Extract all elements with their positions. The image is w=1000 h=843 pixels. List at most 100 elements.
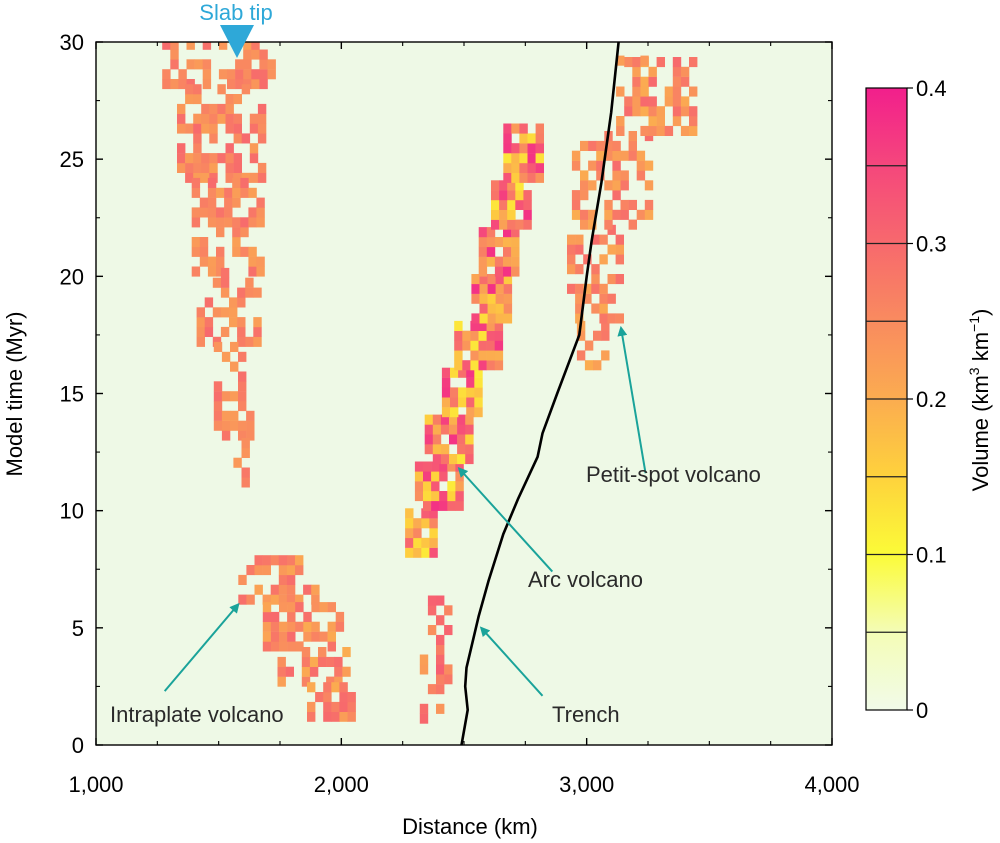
heatmap-cell <box>331 682 340 693</box>
heatmap-cell <box>323 682 332 693</box>
heatmap-cell <box>474 407 483 418</box>
heatmap-cell <box>295 641 304 652</box>
heatmap-cell <box>259 79 268 90</box>
heatmap-cell <box>486 246 496 257</box>
heatmap-cell <box>424 434 434 445</box>
heatmap-cell <box>511 227 520 238</box>
heatmap-cell <box>519 123 528 134</box>
heatmap-cell <box>278 594 288 605</box>
heatmap-cell <box>495 293 504 304</box>
heatmap-cell <box>230 391 239 402</box>
heatmap-cell <box>177 162 186 173</box>
x-axis-ticks: 1,000 2,000 3,000 4,000 <box>68 42 860 797</box>
heatmap-cell <box>303 631 312 642</box>
heatmap-cell <box>462 340 471 351</box>
heatmap-cell <box>339 701 348 712</box>
heatmap-cell <box>207 197 217 208</box>
heatmap-cell <box>644 199 654 210</box>
heatmap-cell <box>201 162 210 173</box>
heatmap-cell <box>491 190 500 201</box>
heatmap-cell <box>503 303 513 314</box>
heatmap-cell <box>487 303 496 314</box>
heatmap-cell <box>287 611 296 622</box>
heatmap-cell <box>636 209 646 220</box>
heatmap-cell <box>414 481 424 492</box>
heatmap-cell <box>334 656 343 667</box>
heatmap-cell <box>599 254 608 265</box>
heatmap-cell <box>170 49 179 60</box>
heatmap-cell <box>279 602 288 613</box>
heatmap-cell <box>315 692 324 703</box>
heatmap-cell <box>507 219 516 230</box>
heatmap-cell <box>201 153 210 164</box>
heatmap-cell <box>207 217 217 228</box>
heatmap-cell <box>680 76 690 87</box>
heatmap-cell <box>607 274 616 285</box>
heatmap-cell <box>429 518 438 529</box>
heatmap-cell <box>596 140 605 151</box>
heatmap-cell <box>535 153 544 164</box>
heatmap-cell <box>419 713 429 724</box>
heatmap-cell <box>191 237 201 248</box>
heatmap-cell <box>207 266 217 277</box>
heatmap-cell <box>465 424 474 435</box>
heatmap-cell <box>470 350 479 361</box>
heatmap-cell <box>241 133 251 144</box>
heatmap-cell <box>436 634 445 645</box>
heatmap-cell <box>232 197 241 208</box>
heatmap-cell <box>241 438 250 449</box>
heatmap-cell <box>458 397 467 408</box>
heatmap-cell <box>270 611 280 622</box>
heatmap-cell <box>286 565 296 576</box>
heatmap-cell <box>462 360 471 371</box>
heatmap-cell <box>628 131 637 142</box>
heatmap-cell <box>279 621 288 632</box>
heatmap-cell <box>632 76 641 87</box>
heatmap-cell <box>319 602 328 613</box>
heatmap-cell <box>307 711 316 722</box>
heatmap-cell <box>440 444 450 455</box>
heatmap-cell <box>447 481 456 492</box>
heatmap-cell <box>256 217 265 228</box>
heatmap-cell <box>615 234 624 245</box>
heatmap-cell <box>421 508 430 519</box>
heatmap-cell <box>286 584 296 595</box>
y-tick-label: 30 <box>60 30 84 55</box>
heatmap-cell <box>270 555 280 566</box>
heatmap-cell <box>664 96 674 107</box>
heatmap-cell <box>640 125 649 136</box>
heatmap-cell <box>251 42 260 50</box>
heatmap-cell <box>191 187 201 198</box>
heatmap-cell <box>487 274 496 285</box>
heatmap-cell <box>527 172 536 183</box>
heatmap-cell <box>519 133 528 144</box>
heatmap-cell <box>224 197 233 208</box>
heatmap-cell <box>620 180 629 191</box>
heatmap-cell <box>241 447 250 458</box>
heatmap-cell <box>424 424 434 435</box>
heatmap-cell <box>447 491 456 502</box>
heatmap-cell <box>193 123 202 134</box>
heatmap-cell <box>478 266 488 277</box>
heatmap-cell <box>466 387 475 398</box>
heatmap-cell <box>575 293 584 304</box>
heatmap-cell <box>191 266 201 277</box>
heatmap-cell <box>178 79 187 90</box>
heatmap-cell <box>427 595 437 606</box>
x-axis-label: Distance (km) <box>402 814 538 839</box>
heatmap-cell <box>440 424 450 435</box>
heatmap-cell <box>227 79 236 90</box>
heatmap-cell <box>246 565 255 576</box>
heatmap-cell <box>162 69 171 80</box>
heatmap-cell <box>580 209 589 220</box>
heatmap-cell <box>196 317 205 328</box>
heatmap-cell <box>628 219 637 230</box>
heatmap-cell <box>241 84 251 95</box>
heatmap-cell <box>405 518 414 529</box>
heatmap-cell <box>230 420 239 431</box>
heatmap-cell <box>591 274 600 285</box>
heatmap-cell <box>233 133 242 144</box>
heatmap-cell <box>213 410 223 421</box>
heatmap-cell <box>303 611 312 622</box>
heatmap-cell <box>253 317 262 328</box>
